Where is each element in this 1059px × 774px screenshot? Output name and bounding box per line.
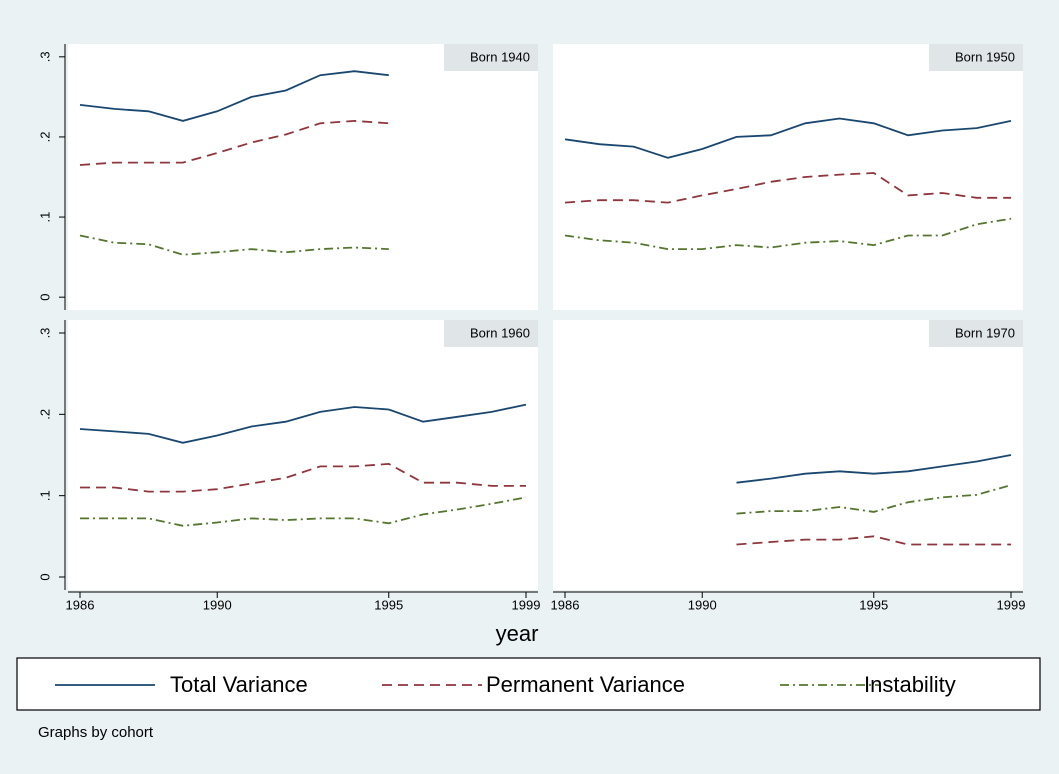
- y-tick-label: .2: [37, 409, 52, 420]
- plot-area: [553, 320, 1023, 590]
- y-tick-label: 0: [37, 573, 52, 580]
- panel-title: Born 1950: [955, 49, 1015, 64]
- panel-title: Born 1960: [470, 325, 530, 340]
- panel-title-box: [929, 44, 1023, 71]
- y-tick-label: .2: [37, 132, 52, 143]
- series-line: [79, 234, 389, 256]
- legend-label: Instability: [864, 672, 956, 697]
- series-line: [564, 217, 1012, 250]
- y-tick-label: .3: [37, 51, 52, 62]
- series-line: [736, 535, 1011, 546]
- x-tick-label: 1995: [374, 597, 403, 612]
- series-line: [736, 454, 1012, 484]
- x-tick-label: 1999: [997, 597, 1026, 612]
- note: Graphs by cohort: [38, 724, 154, 741]
- legend-label: Total Variance: [170, 672, 308, 697]
- x-tick-label: 1986: [551, 597, 580, 612]
- plot-area: [553, 44, 1023, 310]
- panel-title: Born 1970: [955, 325, 1015, 340]
- panel-title-box: [929, 320, 1023, 347]
- x-axis-title: year: [496, 621, 539, 646]
- x-tick-label: 1986: [66, 597, 95, 612]
- series-line: [736, 484, 1012, 515]
- y-tick-label: .3: [37, 328, 52, 339]
- legend-label: Permanent Variance: [486, 672, 685, 697]
- y-tick-label: .1: [37, 490, 52, 501]
- x-tick-label: 1999: [512, 597, 541, 612]
- x-tick-label: 1990: [203, 597, 232, 612]
- panel-title-box: [444, 44, 538, 71]
- panel-title: Born 1940: [470, 49, 530, 64]
- y-tick-label: 0: [37, 294, 52, 301]
- series-line: [79, 403, 527, 444]
- plot-area: [68, 320, 538, 590]
- series-line: [80, 462, 526, 493]
- panel-title-box: [444, 320, 538, 347]
- x-tick-label: 1995: [859, 597, 888, 612]
- series-line: [564, 172, 1011, 204]
- series-line: [80, 496, 527, 527]
- series-line: [564, 117, 1012, 159]
- x-tick-label: 1990: [688, 597, 717, 612]
- y-tick-label: .1: [37, 212, 52, 223]
- plot-area: [68, 44, 538, 310]
- series-line: [79, 119, 389, 166]
- series-line: [79, 70, 389, 122]
- legend: [16, 657, 1041, 711]
